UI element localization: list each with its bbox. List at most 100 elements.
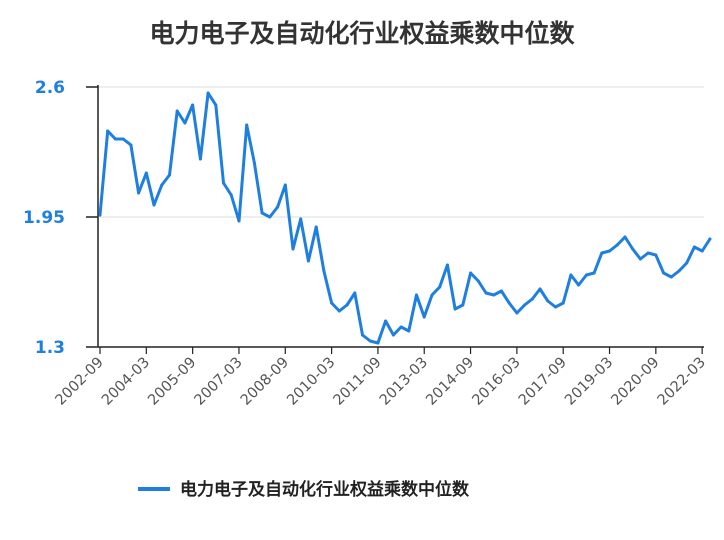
data-point: [268, 215, 272, 219]
data-point: [168, 173, 171, 177]
data-point: [499, 289, 503, 293]
data-point: [507, 301, 511, 305]
data-point: [260, 211, 264, 215]
data-point: [484, 291, 488, 295]
data-point: [291, 247, 295, 251]
x-tick-label: 2011-09: [331, 355, 385, 409]
data-point: [129, 143, 133, 147]
data-point: [299, 217, 303, 221]
x-tick-label: 2008-09: [238, 355, 292, 409]
data-point: [623, 235, 627, 239]
data-point: [376, 341, 380, 345]
data-point: [685, 261, 689, 265]
data-point: [654, 253, 658, 257]
y-tick-label: 1.3: [35, 338, 65, 358]
data-point: [353, 291, 357, 295]
data-point: [98, 213, 102, 217]
data-point: [538, 287, 542, 291]
data-point: [569, 273, 573, 277]
data-point: [345, 303, 349, 307]
data-point: [384, 319, 388, 323]
data-point: [152, 203, 156, 207]
data-point: [476, 279, 480, 283]
data-point: [368, 339, 372, 343]
plot-area: [98, 91, 712, 345]
data-point: [677, 269, 681, 273]
data-point: [222, 181, 225, 185]
data-point: [430, 293, 434, 297]
data-point: [113, 137, 117, 141]
gridlines: [98, 86, 704, 348]
data-point: [608, 249, 611, 253]
y-tick-label: 1.95: [23, 208, 65, 228]
data-point: [160, 183, 164, 187]
data-point: [554, 305, 557, 309]
data-point: [708, 237, 712, 241]
data-point: [469, 271, 473, 275]
series-line: [98, 91, 712, 345]
x-tick-label: 2019-03: [562, 355, 616, 409]
data-point: [561, 301, 565, 305]
data-point: [523, 303, 527, 307]
data-point: [330, 301, 334, 305]
x-tick-label: 2022-03: [655, 355, 709, 409]
data-point: [183, 121, 187, 125]
data-point: [584, 273, 588, 277]
x-tick-label: 2020-09: [609, 355, 663, 409]
x-tick-label: 2005-09: [145, 355, 199, 409]
data-point: [361, 333, 364, 337]
data-point: [407, 329, 411, 333]
data-point: [662, 271, 666, 275]
data-point: [283, 183, 287, 187]
data-point: [229, 193, 233, 197]
data-point: [692, 245, 696, 249]
x-tick-label: 2002-09: [53, 355, 107, 409]
data-point: [214, 103, 218, 107]
data-point: [600, 251, 604, 255]
data-point: [492, 293, 496, 297]
data-point: [438, 285, 442, 289]
data-point: [322, 269, 326, 273]
data-point: [546, 299, 550, 303]
data-point: [337, 309, 341, 313]
data-point: [445, 263, 449, 267]
data-point: [391, 333, 395, 337]
data-point: [314, 225, 318, 229]
data-point: [399, 325, 403, 329]
data-point: [592, 271, 596, 275]
data-point: [422, 315, 426, 319]
data-point: [191, 103, 195, 107]
data-point: [577, 283, 581, 287]
data-point: [669, 275, 673, 279]
x-tick-label: 2013-03: [377, 355, 431, 409]
x-tick-label: 2010-03: [284, 355, 338, 409]
data-point: [530, 297, 534, 301]
data-point: [461, 303, 465, 307]
data-point: [276, 205, 280, 209]
data-point: [453, 307, 457, 311]
legend[interactable]: 电力电子及自动化行业权益乘数中位数: [138, 479, 470, 500]
data-point: [206, 91, 210, 95]
data-point: [144, 171, 148, 175]
data-point: [121, 137, 125, 141]
y-tick-label: 2.6: [35, 78, 65, 98]
x-tick-label: 2016-03: [470, 355, 524, 409]
x-tick-label: 2014-09: [423, 355, 477, 409]
x-tick-label: 2004-03: [99, 355, 153, 409]
data-point: [638, 257, 642, 261]
data-point: [631, 247, 635, 251]
data-point: [646, 251, 650, 255]
data-point: [415, 293, 418, 297]
data-point: [175, 109, 179, 113]
data-point: [252, 161, 256, 165]
chart-title: 电力电子及自动化行业权益乘数中位数: [149, 19, 575, 48]
data-point: [106, 129, 110, 133]
data-point: [615, 243, 619, 247]
data-point: [237, 219, 241, 223]
x-axis: 2002-092004-032005-092007-032008-092010-…: [53, 346, 709, 409]
data-point: [245, 123, 249, 127]
data-point: [306, 259, 310, 263]
y-axis: 1.3 1.95 2.6: [23, 78, 99, 358]
x-tick-label: 2007-03: [192, 355, 246, 409]
